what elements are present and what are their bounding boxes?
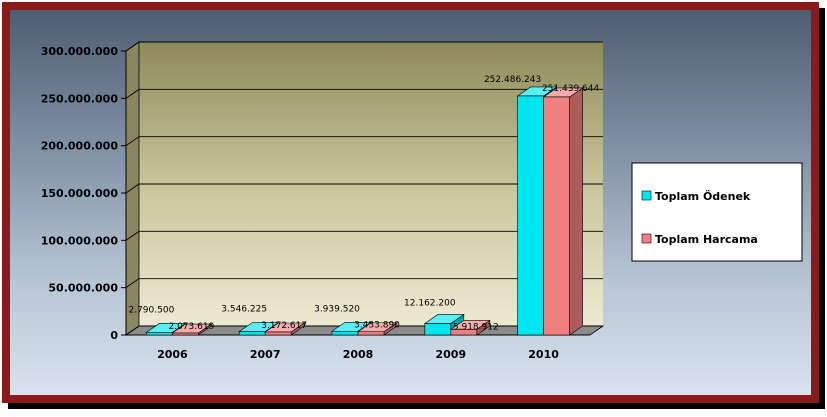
y-tick-label: 50.000.000 <box>48 282 118 295</box>
y-tick-label: 100.000.000 <box>41 234 119 247</box>
data-label-toplam-odenek-2008: 3.939.520 <box>314 304 360 314</box>
y-gridline <box>125 183 603 194</box>
y-tick-label: 150.000.000 <box>41 187 119 200</box>
data-label-toplam-odenek-2006: 2.790.500 <box>128 305 174 315</box>
bar-toplam-harcama-2007 <box>264 331 292 336</box>
bar-toplam-harcama-2006 <box>172 332 199 336</box>
y-tick-label: 200.000.000 <box>41 140 119 153</box>
y-gridline <box>125 278 603 289</box>
legend: Toplam Ödenek Toplam Harcama <box>631 162 803 262</box>
legend-swatch-toplam-odenek <box>641 190 652 201</box>
bar-toplam-odenek-2009 <box>424 323 452 336</box>
x-tick-label-2010: 2010 <box>528 348 559 361</box>
bar-side-toplam-harcama-2010 <box>569 87 583 336</box>
bar-chart: 0 50.000.000 100.000.000 150.000.000 200.000… <box>41 41 803 361</box>
y-tick-label: 300.000.000 <box>41 45 119 58</box>
y-gridline <box>125 88 603 99</box>
bar-toplam-harcama-2010 <box>543 96 570 336</box>
y-tick-label: 250.000.000 <box>41 92 119 105</box>
x-tick-label-2007: 2007 <box>250 348 281 361</box>
data-label-toplam-harcama-2007: 3.172.617 <box>261 321 307 331</box>
data-label-toplam-harcama-2006: 2.073.619 <box>168 322 214 332</box>
data-label-toplam-harcama-2010: 251.439.644 <box>542 84 600 94</box>
y-gridline <box>125 136 603 147</box>
bar-toplam-odenek-2006 <box>146 332 173 336</box>
chart-area: 0 50.000.000 100.000.000 150.000.000 200.000… <box>10 10 811 395</box>
x-tick-label-2006: 2006 <box>157 348 188 361</box>
data-label-toplam-harcama-2009: 5.918.912 <box>453 322 499 332</box>
x-tick-label-2009: 2009 <box>435 348 466 361</box>
y-tick-label: 0 <box>110 329 118 342</box>
bar-toplam-odenek-2010 <box>517 95 544 336</box>
legend-box <box>631 162 803 262</box>
data-label-toplam-harcama-2008: 3.433.890 <box>354 321 400 331</box>
bar-toplam-harcama-2009 <box>450 329 478 336</box>
x-tick-label-2008: 2008 <box>343 348 374 361</box>
legend-label-toplam-harcama: Toplam Harcama <box>655 233 758 246</box>
y-gridline <box>125 41 603 52</box>
y-gridline <box>125 230 603 241</box>
data-label-toplam-odenek-2010: 252.486.243 <box>484 75 541 85</box>
data-label-toplam-odenek-2009: 12.162.200 <box>404 298 456 308</box>
data-label-toplam-odenek-2007: 3.546.225 <box>221 305 267 315</box>
bar-toplam-odenek-2008 <box>331 330 359 336</box>
legend-label-toplam-odenek: Toplam Ödenek <box>655 189 751 203</box>
legend-swatch-toplam-harcama <box>641 233 652 244</box>
bar-toplam-harcama-2008 <box>357 331 385 336</box>
chart-frame: 0 50.000.000 100.000.000 150.000.000 200.000… <box>2 2 819 403</box>
bar-toplam-odenek-2007 <box>238 331 266 336</box>
